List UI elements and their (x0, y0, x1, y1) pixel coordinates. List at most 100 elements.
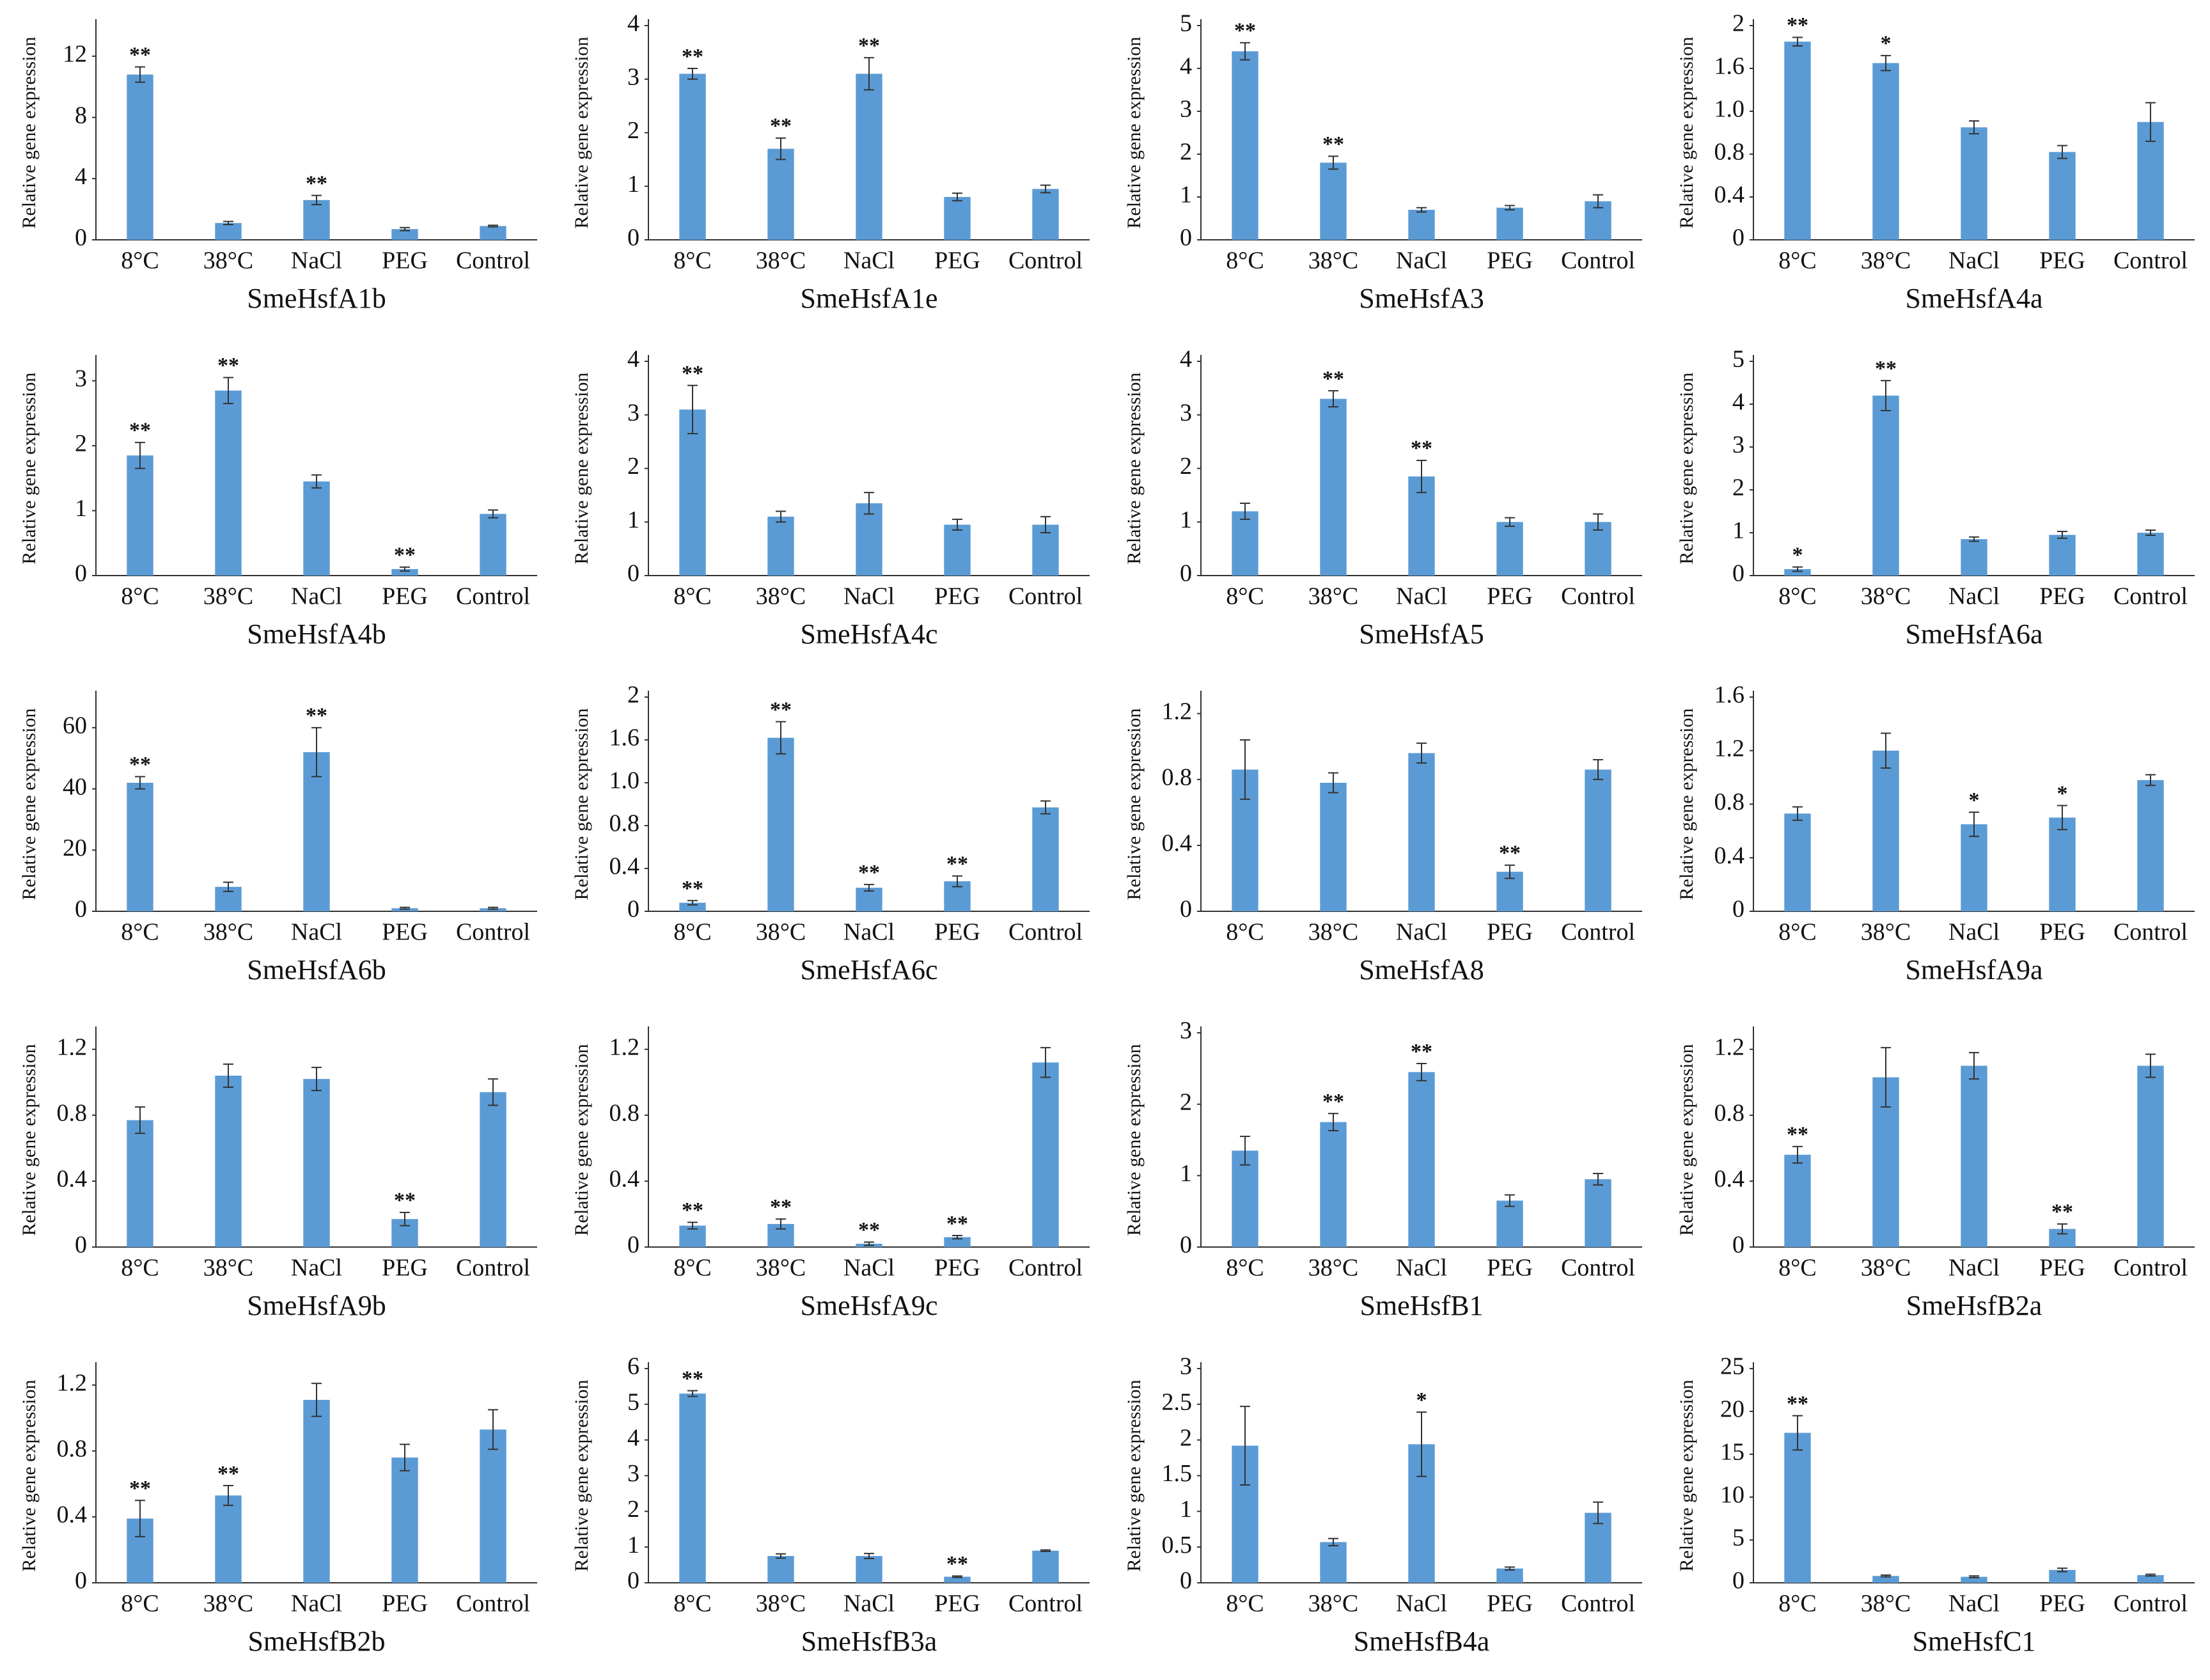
y-tick-label: 0 (1180, 560, 1192, 587)
x-tick-label: PEG (934, 583, 980, 610)
chart-title: SmeHsfB2a (1906, 1290, 2042, 1321)
bar (1408, 210, 1435, 240)
x-tick-label: Control (2113, 1590, 2188, 1617)
bar (480, 1429, 506, 1583)
x-tick-label: Control (1008, 919, 1083, 946)
y-tick-label: 3 (1180, 1017, 1192, 1044)
chart-panel: Relative gene expression 0 0.4 0.8 1.2 8°C 38°… (1124, 691, 1642, 985)
bar (215, 390, 242, 576)
y-tick-label: 1.2 (57, 1369, 88, 1396)
chart-title: SmeHsfA3 (1359, 283, 1484, 314)
y-tick-label: 4 (75, 163, 87, 190)
x-tick-label: 8°C (121, 919, 159, 946)
y-tick-label: 2 (1180, 139, 1192, 166)
bar (1408, 753, 1435, 911)
x-tick-label: NaCl (843, 583, 895, 610)
y-tick-label: 1 (627, 1532, 639, 1558)
y-tick-label: 1 (1732, 517, 1744, 544)
y-tick-label: 2 (627, 682, 639, 709)
y-tick-label: 4 (627, 1424, 639, 1451)
x-tick-label: NaCl (291, 1255, 342, 1282)
bar (1496, 1200, 1523, 1247)
bar (1784, 813, 1811, 911)
bar (856, 503, 882, 576)
bar (1320, 1542, 1347, 1583)
y-tick-label: 0.8 (57, 1100, 88, 1127)
chart-panel: Relative gene expression 0 1 2 3 4 5 * 8°C ** 38°C… (1676, 346, 2195, 650)
chart-title: SmeHsfA8 (1359, 954, 1484, 985)
y-tick-label: 3 (627, 1460, 639, 1487)
chart-title: SmeHsfC1 (1912, 1626, 2035, 1657)
chart-panel: Relative gene expression 0 1 2 3 4 ** 8°C ** 38°C… (571, 10, 1090, 314)
chart-title: SmeHsfA4a (1905, 283, 2042, 314)
bar (767, 516, 794, 576)
y-axis-label: Relative gene expression (571, 1380, 592, 1572)
y-tick-label: 0 (1732, 560, 1744, 587)
y-tick-label: 2.5 (1162, 1389, 1193, 1416)
x-tick-label: 38°C (1308, 1255, 1359, 1282)
y-tick-label: 1.2 (1162, 698, 1193, 725)
y-tick-label: 0.4 (1162, 830, 1193, 857)
significance-label: * (1881, 32, 1892, 56)
chart-panel: Relative gene expression 0 0.4 0.8 1.2 ** 8°C *… (19, 1362, 537, 1657)
y-tick-label: 0.8 (609, 1100, 640, 1127)
y-tick-label: 5 (627, 1389, 639, 1416)
bar (127, 455, 153, 576)
bar (767, 737, 794, 911)
y-axis-label: Relative gene expression (19, 37, 40, 229)
y-tick-label: 0 (627, 560, 639, 587)
bar (856, 74, 882, 240)
chart-title: SmeHsfB1 (1360, 1290, 1483, 1321)
significance-label: ** (129, 1477, 151, 1500)
x-tick-label: PEG (2039, 1590, 2085, 1617)
bar (679, 74, 706, 240)
significance-label: ** (1499, 842, 1521, 865)
y-tick-label: 15 (1720, 1439, 1744, 1466)
y-axis-label: Relative gene expression (1124, 709, 1145, 900)
y-tick-label: 0.8 (1714, 789, 1745, 815)
x-tick-label: Control (1008, 1590, 1083, 1617)
chart-title: SmeHsfA4b (247, 618, 386, 650)
x-tick-label: 8°C (121, 247, 159, 274)
x-tick-label: 8°C (673, 919, 712, 946)
y-tick-label: 0.4 (1714, 1166, 1745, 1193)
x-tick-label: PEG (382, 1255, 428, 1282)
chart-panel: Relative gene expression 0 20 40 60 ** 8°C 38°C… (19, 691, 537, 985)
chart-title: SmeHsfA6a (1905, 618, 2042, 650)
significance-label: ** (858, 34, 880, 58)
y-tick-label: 0.8 (1162, 764, 1193, 791)
significance-label: ** (217, 1462, 239, 1486)
x-tick-label: PEG (2039, 1255, 2085, 1282)
x-tick-label: Control (1561, 247, 1635, 274)
y-tick-label: 2 (627, 1496, 639, 1523)
chart-panel: Relative gene expression 0 1 2 3 4 5 ** 8°C ** 38°… (1124, 10, 1642, 314)
x-tick-label: 8°C (1226, 247, 1264, 274)
y-tick-label: 1.0 (609, 767, 640, 794)
x-tick-label: Control (2113, 583, 2188, 610)
chart-panel: Relative gene expression 0 0.4 0.8 1.2 ** 8°C *… (571, 1026, 1090, 1321)
x-tick-label: NaCl (843, 1255, 895, 1282)
x-tick-label: NaCl (1948, 583, 2000, 610)
y-tick-label: 1 (1180, 1496, 1192, 1523)
significance-label: ** (682, 45, 703, 68)
x-tick-label: PEG (934, 1590, 980, 1617)
significance-label: ** (394, 544, 416, 567)
x-tick-label: PEG (934, 1255, 980, 1282)
y-tick-label: 3 (75, 365, 87, 392)
x-tick-label: PEG (382, 247, 428, 274)
x-tick-label: 8°C (1226, 583, 1264, 610)
significance-label: ** (1411, 1040, 1432, 1064)
y-tick-label: 1.2 (1714, 735, 1745, 762)
significance-label: ** (1787, 13, 1808, 37)
y-tick-label: 0 (627, 896, 639, 923)
significance-label: ** (129, 419, 151, 443)
x-tick-label: 38°C (203, 1590, 254, 1617)
chart-title: SmeHsfA9a (1905, 954, 2042, 985)
y-tick-label: 10 (1720, 1482, 1744, 1509)
y-tick-label: 0 (1180, 224, 1192, 251)
bar (1784, 1154, 1811, 1247)
significance-label: ** (858, 1218, 880, 1242)
x-tick-label: 8°C (673, 247, 712, 274)
y-tick-label: 5 (1180, 10, 1192, 37)
